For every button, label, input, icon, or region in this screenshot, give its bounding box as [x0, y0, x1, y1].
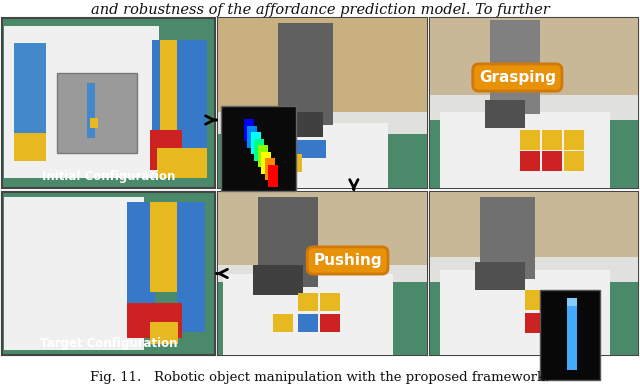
Bar — [4, 26, 159, 178]
Bar — [520, 130, 540, 150]
Bar — [288, 111, 323, 136]
Bar — [218, 265, 427, 355]
Bar — [14, 43, 46, 133]
Bar — [2, 192, 215, 355]
Bar — [440, 270, 610, 355]
Bar — [177, 40, 207, 160]
Bar — [525, 290, 545, 310]
Bar — [490, 20, 540, 114]
Bar — [257, 145, 268, 167]
Text: Initial Configuration: Initial Configuration — [42, 169, 175, 183]
Bar — [127, 303, 182, 338]
Bar — [221, 106, 296, 191]
Bar — [238, 123, 388, 188]
Bar — [320, 293, 340, 311]
Bar — [218, 111, 427, 188]
Bar — [569, 290, 589, 310]
Bar — [250, 132, 260, 154]
Bar — [308, 140, 326, 158]
Bar — [218, 281, 427, 355]
Text: Fig. 11.   Robotic object manipulation with the proposed framework.: Fig. 11. Robotic object manipulation wit… — [90, 372, 550, 385]
Bar — [564, 151, 584, 171]
Bar — [150, 202, 180, 292]
Bar — [258, 197, 318, 287]
Bar — [261, 152, 271, 174]
Bar — [525, 313, 545, 333]
Bar — [218, 192, 427, 355]
Bar — [223, 274, 393, 355]
Bar — [2, 18, 215, 188]
Bar — [150, 322, 178, 345]
Bar — [567, 298, 577, 306]
Bar — [90, 118, 98, 128]
Bar — [430, 18, 638, 94]
Bar — [218, 134, 427, 188]
Bar — [430, 281, 638, 355]
Bar — [258, 154, 280, 172]
Bar — [540, 290, 600, 380]
Bar — [430, 257, 638, 355]
Bar — [430, 192, 638, 257]
Text: and robustness of the affordance prediction model. To further: and robustness of the affordance predict… — [91, 3, 549, 17]
Bar — [569, 313, 589, 333]
Bar — [150, 130, 182, 170]
Bar — [430, 18, 638, 188]
Bar — [268, 140, 286, 158]
Bar — [547, 313, 567, 333]
Bar — [320, 314, 340, 332]
Bar — [273, 314, 293, 332]
Bar — [547, 290, 567, 310]
Bar — [247, 126, 257, 148]
Bar — [542, 130, 562, 150]
Bar — [298, 314, 318, 332]
Bar — [430, 94, 638, 188]
Bar — [87, 83, 95, 138]
Bar — [567, 298, 577, 370]
Bar — [218, 192, 427, 265]
Text: Pushing: Pushing — [313, 253, 382, 268]
Bar — [280, 154, 302, 172]
Bar — [248, 140, 268, 158]
Bar — [520, 151, 540, 171]
Text: Grasping: Grasping — [479, 70, 556, 85]
Bar — [542, 151, 562, 171]
Bar — [475, 262, 525, 290]
Bar — [177, 202, 205, 332]
Bar — [268, 165, 278, 187]
Bar — [564, 130, 584, 150]
Bar — [298, 293, 318, 311]
Bar — [485, 100, 525, 128]
Bar — [430, 120, 638, 188]
Bar — [430, 192, 638, 355]
Bar — [2, 192, 215, 355]
Bar — [14, 133, 46, 161]
Bar — [127, 202, 155, 324]
Bar — [152, 40, 180, 145]
Bar — [254, 139, 264, 161]
Bar — [218, 18, 427, 188]
Bar — [243, 119, 253, 141]
Bar — [264, 158, 275, 180]
Bar — [57, 73, 137, 153]
Bar — [278, 23, 333, 125]
Bar — [4, 197, 144, 350]
Bar — [440, 111, 610, 188]
Bar — [288, 140, 308, 158]
Bar — [253, 265, 303, 295]
Bar — [218, 18, 427, 111]
Bar — [157, 148, 207, 178]
Bar — [160, 40, 198, 140]
Bar — [480, 197, 535, 278]
Text: Target Configuration: Target Configuration — [40, 336, 177, 350]
